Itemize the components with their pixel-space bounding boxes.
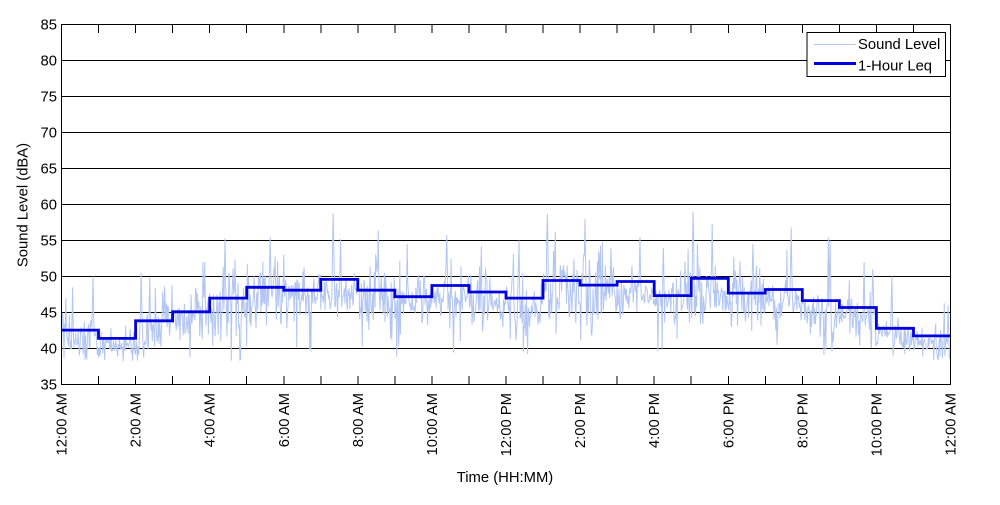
svg-text:Time (HH:MM): Time (HH:MM)	[457, 470, 554, 486]
svg-text:2:00 AM: 2:00 AM	[129, 393, 145, 447]
svg-text:8:00 PM: 8:00 PM	[795, 393, 811, 448]
svg-text:75: 75	[41, 90, 57, 106]
svg-text:8:00 AM: 8:00 AM	[351, 393, 367, 447]
svg-text:Sound Level (dBA): Sound Level (dBA)	[16, 143, 32, 267]
svg-text:Sound Level: Sound Level	[858, 37, 940, 53]
svg-text:12:00 PM: 12:00 PM	[499, 393, 515, 456]
svg-text:6:00 AM: 6:00 AM	[277, 393, 293, 447]
svg-text:12:00 AM: 12:00 AM	[944, 393, 960, 456]
svg-text:12:00 AM: 12:00 AM	[55, 393, 71, 456]
svg-text:55: 55	[41, 234, 57, 250]
svg-text:2:00 PM: 2:00 PM	[573, 393, 589, 448]
svg-text:10:00 AM: 10:00 AM	[425, 393, 441, 456]
svg-text:6:00 PM: 6:00 PM	[721, 393, 737, 448]
svg-text:65: 65	[41, 162, 57, 178]
svg-text:45: 45	[41, 306, 57, 322]
svg-text:10:00 PM: 10:00 PM	[869, 393, 885, 456]
svg-text:4:00 PM: 4:00 PM	[647, 393, 663, 448]
svg-text:60: 60	[41, 198, 57, 214]
svg-text:70: 70	[41, 126, 57, 142]
svg-text:4:00 AM: 4:00 AM	[203, 393, 219, 447]
svg-text:1-Hour Leq: 1-Hour Leq	[858, 59, 932, 75]
svg-text:40: 40	[41, 342, 57, 358]
svg-text:35: 35	[41, 378, 57, 394]
svg-text:85: 85	[41, 18, 57, 34]
svg-text:80: 80	[41, 54, 57, 70]
svg-text:50: 50	[41, 270, 57, 286]
